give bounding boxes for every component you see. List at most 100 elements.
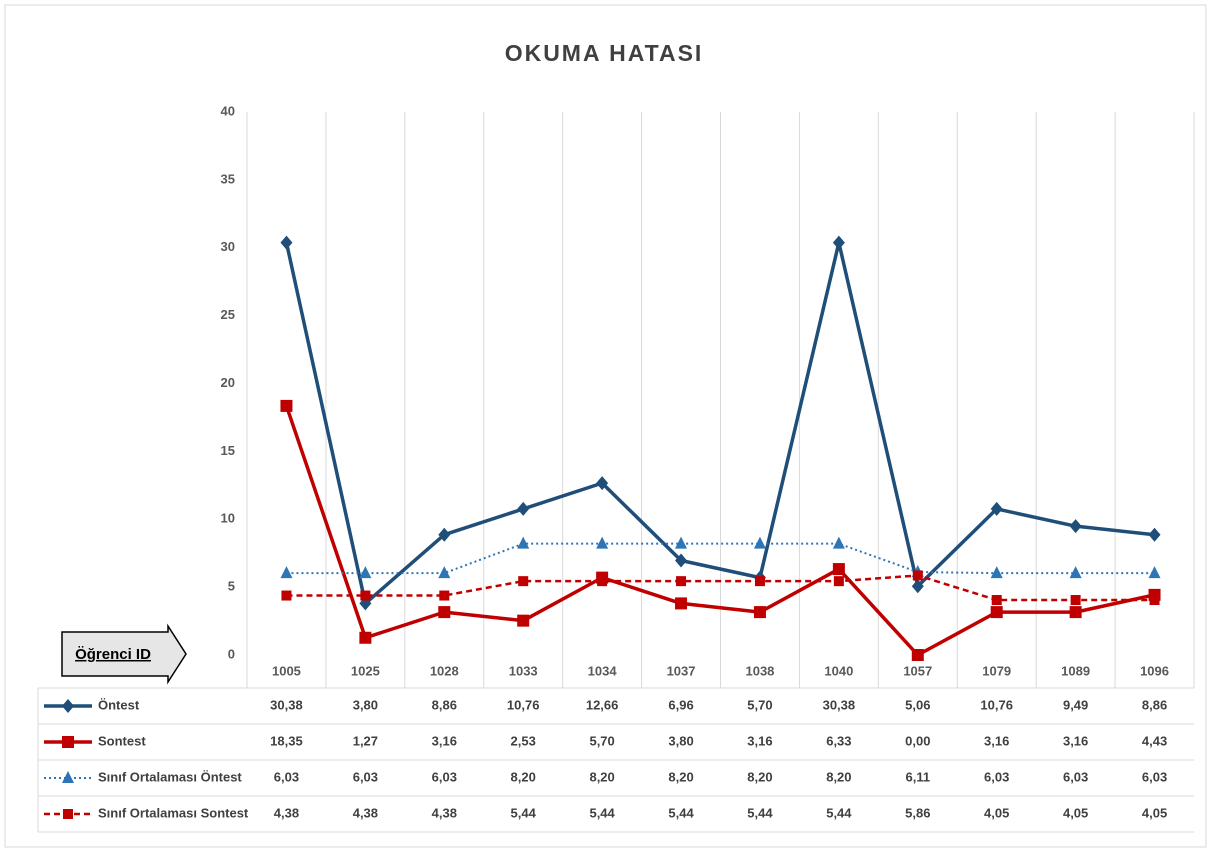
x-label-arrow [61, 623, 187, 685]
table-value: 4,38 [353, 805, 378, 820]
marker [281, 590, 292, 601]
x-tick-label: 1005 [272, 663, 301, 678]
chart-title: OKUMA HATASI [505, 40, 704, 66]
table-value: 10,76 [980, 697, 1013, 712]
marker [1149, 595, 1160, 606]
marker [596, 536, 609, 549]
table-value: 6,11 [905, 769, 930, 784]
legend-label: Sınıf Ortalaması Sontest [98, 805, 249, 820]
marker [280, 566, 293, 579]
marker [517, 501, 530, 516]
table-value: 3,16 [1063, 733, 1088, 748]
marker [754, 576, 765, 587]
table-value: 8,20 [747, 769, 772, 784]
y-tick-label: 20 [221, 375, 235, 390]
marker [518, 576, 529, 587]
table-value: 0,00 [905, 733, 930, 748]
table-value: 1,27 [353, 733, 378, 748]
series-line [284, 405, 1155, 657]
marker [438, 606, 451, 619]
table-value: 8,20 [826, 769, 851, 784]
table-value: 10,76 [507, 697, 540, 712]
marker [438, 566, 451, 579]
table-value: 6,03 [353, 769, 378, 784]
x-tick-label: 1079 [982, 663, 1011, 678]
series-line [284, 240, 1155, 606]
chart-border [4, 4, 1207, 848]
x-axis-label: Öğrenci ID [75, 646, 151, 663]
x-tick-label: 1040 [824, 663, 853, 678]
legend-marker [62, 771, 74, 783]
table-value: 5,44 [511, 805, 537, 820]
marker [438, 527, 451, 542]
table-value: 8,20 [668, 769, 693, 784]
table-value: 4,05 [1063, 805, 1088, 820]
marker [676, 576, 687, 587]
marker [675, 536, 688, 549]
table-value: 5,44 [589, 805, 615, 820]
marker [990, 501, 1003, 516]
marker [991, 595, 1002, 606]
y-tick-label: 35 [221, 171, 235, 186]
table-value: 9,49 [1063, 697, 1088, 712]
table-value: 5,70 [589, 733, 614, 748]
marker [359, 566, 372, 579]
table-value: 4,05 [984, 805, 1009, 820]
marker [675, 553, 688, 568]
marker [1148, 566, 1161, 579]
x-tick-label: 1025 [351, 663, 380, 678]
marker [596, 476, 609, 491]
marker [990, 566, 1003, 579]
table-value: 6,03 [274, 769, 299, 784]
table-value: 8,20 [589, 769, 614, 784]
table-value: 30,38 [270, 697, 303, 712]
marker [832, 563, 845, 576]
marker [675, 597, 688, 610]
y-tick-label: 15 [221, 443, 235, 458]
table-value: 5,06 [905, 697, 930, 712]
y-tick-label: 5 [228, 579, 235, 594]
marker [360, 590, 371, 601]
legend-label: Sınıf Ortalaması Öntest [98, 769, 242, 784]
table-value: 6,03 [432, 769, 457, 784]
marker [753, 606, 766, 619]
x-tick-label: 1028 [430, 663, 459, 678]
marker [517, 614, 530, 627]
marker [1069, 519, 1082, 534]
table-value: 5,86 [905, 805, 930, 820]
marker [1069, 606, 1082, 619]
table-value: 2,53 [511, 733, 536, 748]
table-value: 5,44 [668, 805, 694, 820]
table-value: 6,33 [826, 733, 851, 748]
table-value: 5,44 [747, 805, 773, 820]
legend-label: Sontest [98, 733, 146, 748]
marker [1070, 595, 1081, 606]
marker [753, 536, 766, 549]
table-value: 8,20 [511, 769, 536, 784]
table-value: 5,44 [826, 805, 852, 820]
table-value: 6,03 [1063, 769, 1088, 784]
y-tick-label: 10 [221, 511, 235, 526]
marker [990, 606, 1003, 619]
y-tick-label: 25 [221, 307, 235, 322]
marker [280, 235, 293, 250]
table-value: 3,80 [353, 697, 378, 712]
marker [832, 235, 845, 250]
marker [911, 649, 924, 661]
x-tick-label: 1034 [588, 663, 618, 678]
table-value: 4,43 [1142, 733, 1167, 748]
table-value: 4,38 [274, 805, 299, 820]
table-value: 3,16 [747, 733, 772, 748]
table-value: 3,80 [668, 733, 693, 748]
marker [1148, 527, 1161, 542]
legend-label: Öntest [98, 697, 140, 712]
table-value: 4,38 [432, 805, 457, 820]
legend-marker [62, 736, 74, 748]
marker [597, 576, 608, 587]
y-tick-label: 30 [221, 239, 235, 254]
table-value: 8,86 [432, 697, 457, 712]
series-line [286, 574, 1155, 602]
x-tick-label: 1038 [745, 663, 774, 678]
x-tick-label: 1096 [1140, 663, 1169, 678]
legend-marker [63, 809, 73, 819]
